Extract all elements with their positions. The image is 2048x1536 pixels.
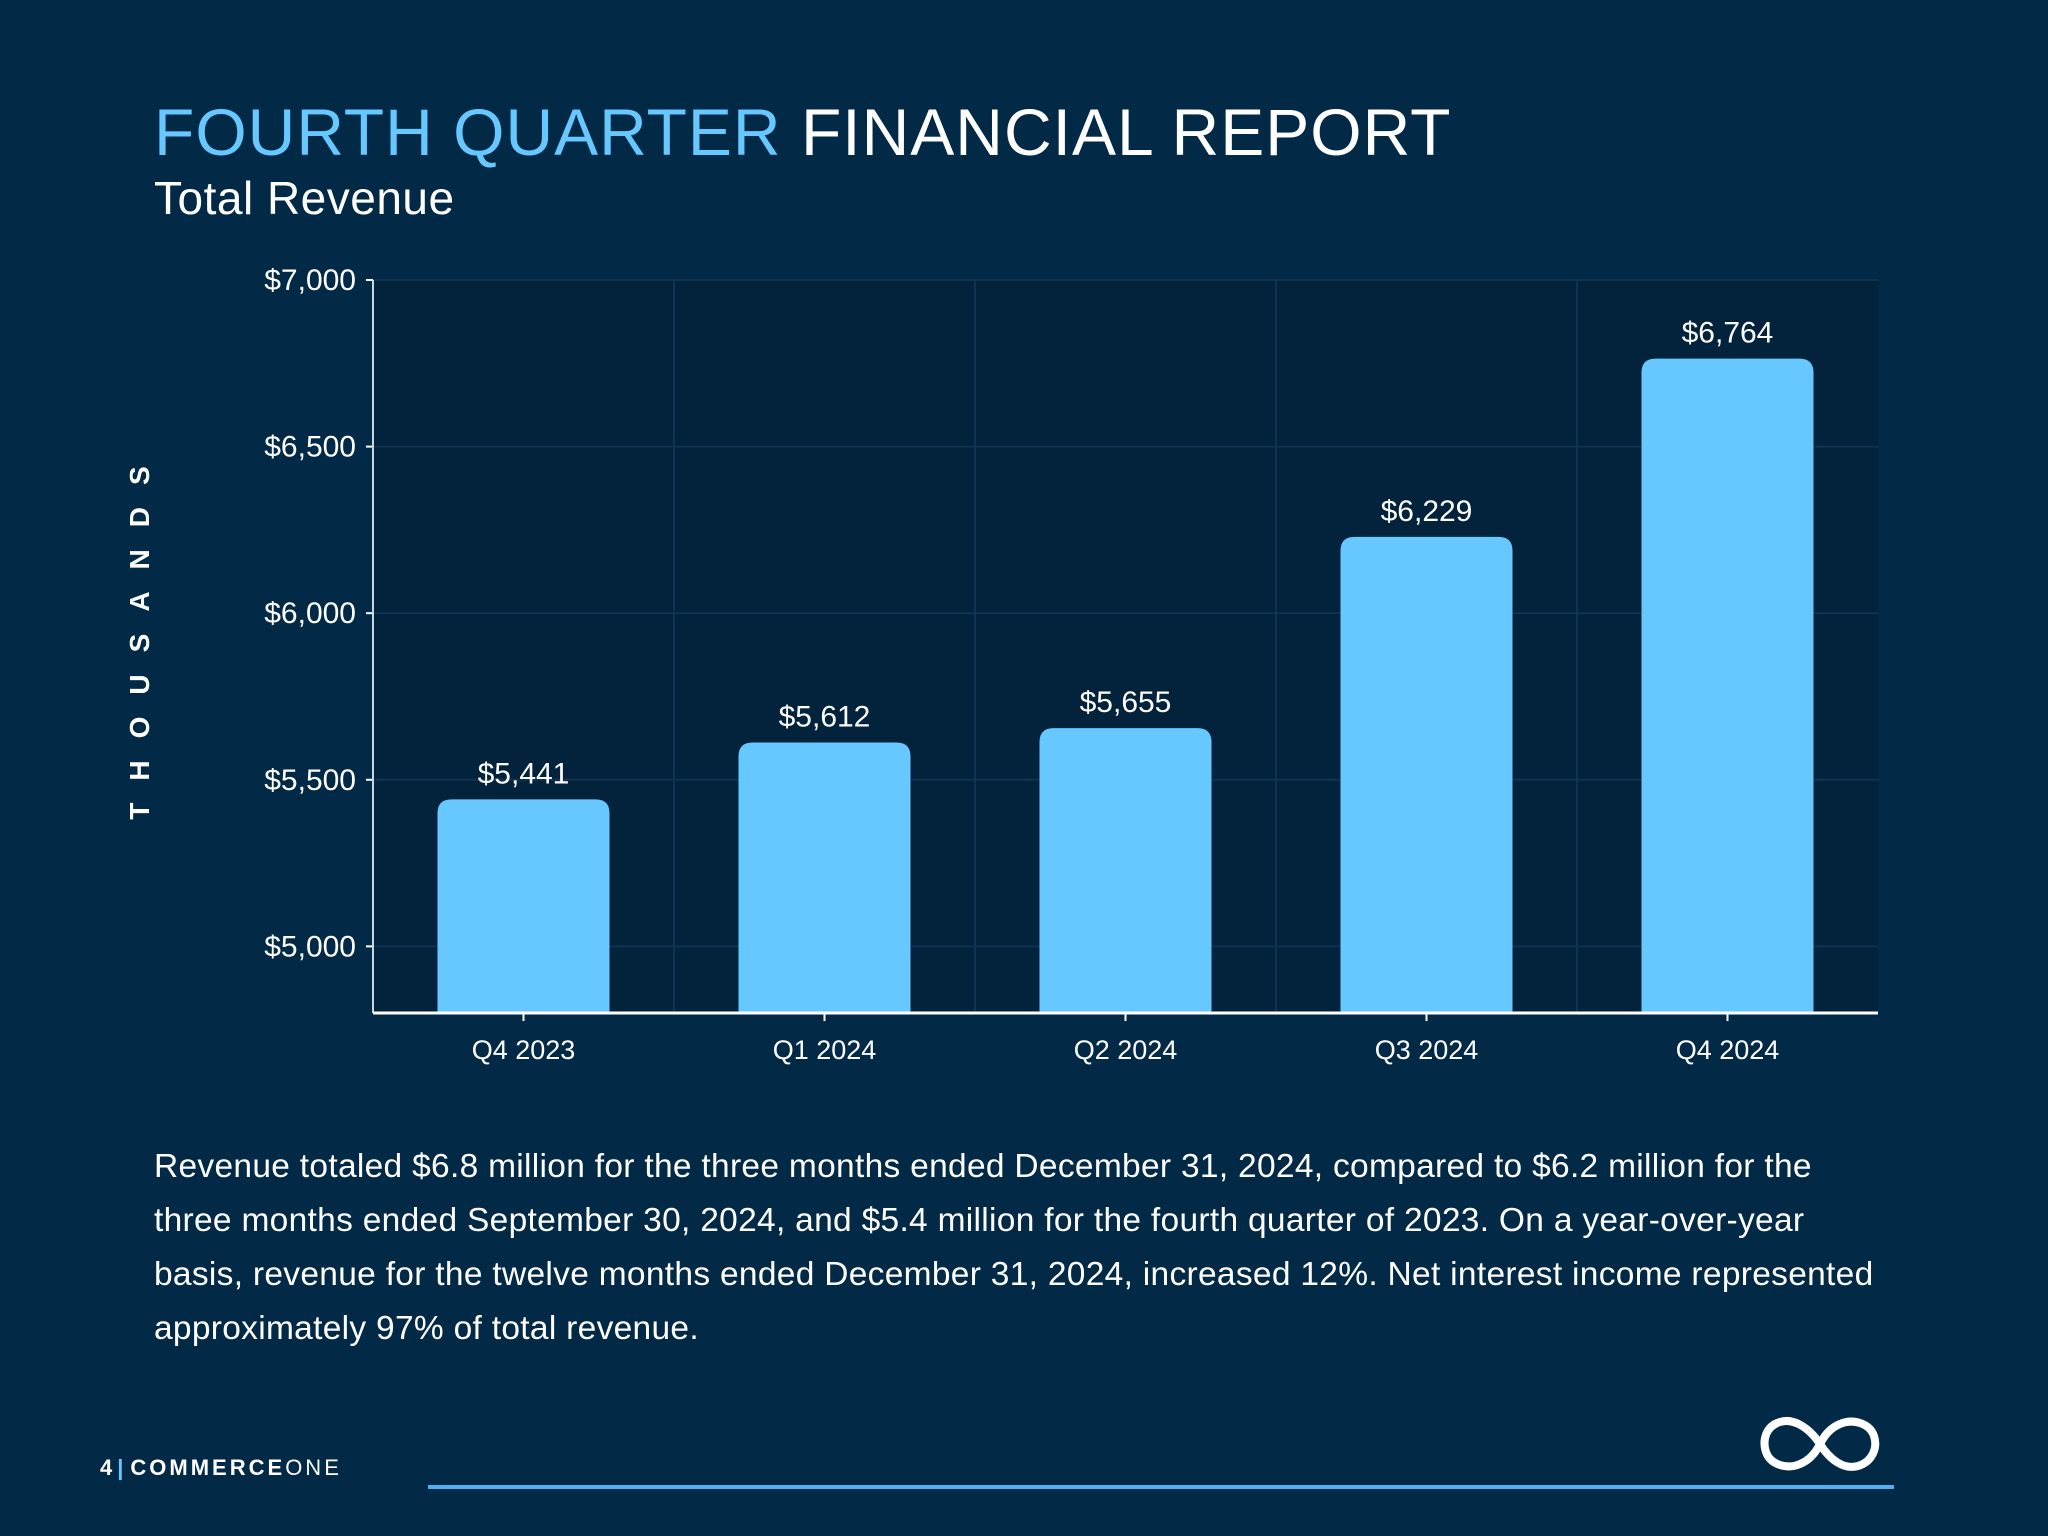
bar [738,742,911,1013]
y-tick-label: $6,500 [264,431,356,464]
x-tick-label: Q1 2024 [773,1035,877,1065]
y-tick-label: $5,000 [264,930,356,963]
x-tick-label: Q4 2024 [1676,1035,1780,1065]
title-accent: FOURTH QUARTER [154,95,782,169]
bar [1641,358,1814,1013]
bar [1039,728,1212,1013]
bar [437,799,610,1013]
infinity-logo-icon [1760,1417,1880,1471]
revenue-summary-paragraph: Revenue totaled $6.8 million for the thr… [154,1148,1874,1347]
brand-name-light: ONE [285,1455,342,1480]
y-tick-label: $7,000 [264,264,356,297]
revenue-bar-chart: $5,000 $5,500 $6,000 $6,500 $7,000 $5,441 Q4 2… [264,264,1878,1065]
bar-value-label: $5,655 [1080,686,1172,719]
footer-separator: | [117,1455,127,1480]
y-tick-label: $6,000 [264,597,356,630]
bar-value-label: $6,229 [1381,495,1473,528]
x-tick-label: Q3 2024 [1375,1035,1479,1065]
bar-value-label: $5,441 [478,757,570,790]
bar-value-label: $5,612 [779,700,871,733]
bar [1340,536,1513,1013]
footer-divider [428,1485,1894,1489]
x-tick-label: Q2 2024 [1074,1035,1178,1065]
chart-subtitle: Total Revenue [154,172,455,224]
page-number: 4 [100,1455,116,1480]
bar-value-label: $6,764 [1682,317,1774,350]
report-title: FOURTH QUARTER FINANCIAL REPORT [154,92,1451,172]
footer-branding: 4| COMMERCEONE [100,1455,342,1481]
y-tick-label: $5,500 [264,764,356,797]
title-rest: FINANCIAL REPORT [800,95,1452,169]
brand-name-bold: COMMERCE [130,1455,286,1480]
x-tick-label: Q4 2023 [472,1035,576,1065]
